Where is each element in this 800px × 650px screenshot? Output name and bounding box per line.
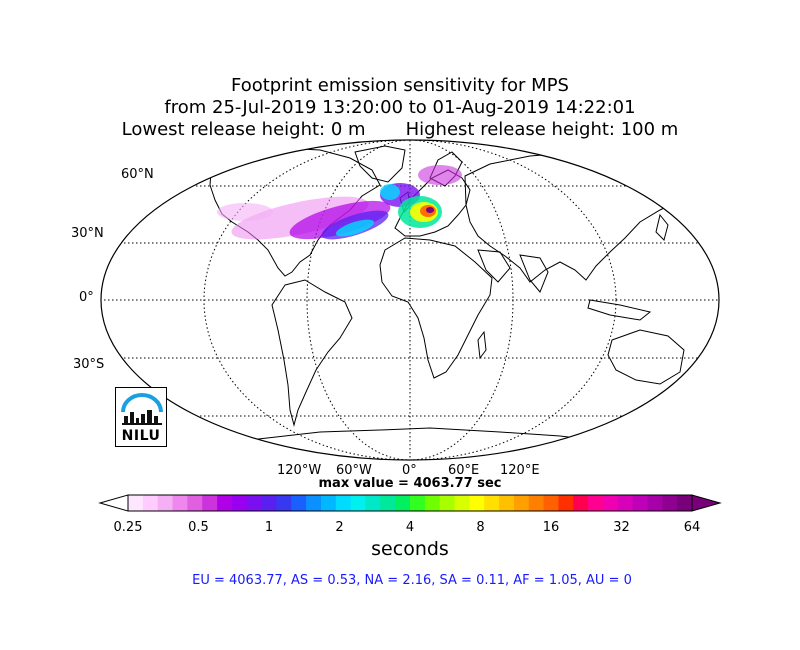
india-outline [519, 254, 549, 293]
colorbar-cell [558, 495, 574, 511]
colorbar-high-extend [691, 494, 722, 512]
colorbar-units: seconds [371, 538, 449, 560]
colorbar-cell [410, 495, 426, 511]
colorbar-cell [662, 495, 678, 511]
colorbar-tick-label: 4 [405, 520, 415, 535]
colorbar-cell [469, 495, 485, 511]
colorbar-cell [424, 495, 441, 511]
colorbar-cell [647, 495, 663, 511]
colorbar-cell [484, 495, 500, 511]
title-line-3: Lowest release height: 0 m Highest relea… [121, 119, 679, 140]
colorbar-cell [306, 495, 322, 511]
scandinavia-outline [429, 151, 463, 187]
japan-outline [655, 213, 669, 241]
lon-label-60e: 60°E [448, 463, 480, 478]
africa-outline [379, 237, 493, 379]
colorbar-cell [217, 495, 233, 511]
colorbar-cell [172, 495, 188, 511]
colorbar-cell [454, 495, 470, 511]
colorbar-tick-label: 2 [335, 520, 344, 535]
colorbar-cell [677, 495, 693, 511]
arabia-outline [477, 249, 511, 283]
region-totals: EU = 4063.77, AS = 0.53, NA = 2.16, SA =… [192, 573, 632, 588]
colorbar-cell [573, 495, 589, 511]
colorbar-tick-label: 8 [476, 520, 485, 535]
title-line-1: Footprint emission sensitivity for MPS [231, 75, 569, 96]
north-america-outline [209, 147, 381, 277]
colorbar-low-extend [98, 494, 129, 512]
colorbar-cell [380, 495, 396, 511]
lon-label-0: 0° [402, 463, 417, 478]
footprint-plume [217, 165, 462, 240]
australia-outline [607, 329, 685, 385]
colorbar-tick-label: 16 [542, 520, 560, 535]
colorbar-cell [350, 495, 366, 511]
colorbar-cell [157, 495, 173, 511]
colorbar-tick-label: 0.25 [113, 520, 143, 535]
colorbar-cell [187, 495, 203, 511]
lat-label-30s: 30°S [73, 357, 105, 372]
colorbar-cell [439, 495, 455, 511]
colorbar-cell [276, 495, 292, 511]
colorbar-tick-label: 64 [683, 520, 701, 535]
nilu-logo: NILU [115, 387, 167, 447]
colorbar-cell [231, 495, 248, 511]
colorbar-cell [528, 495, 544, 511]
title-line-2: from 25-Jul-2019 13:20:00 to 01-Aug-2019… [164, 97, 636, 118]
colorbar-cell [291, 495, 307, 511]
south-america-outline [271, 279, 353, 427]
colorbar-cell [513, 495, 530, 511]
greenland-outline [354, 145, 406, 183]
colorbar-cell [499, 495, 515, 511]
colorbar-cell [202, 495, 218, 511]
colorbar-cell [261, 495, 277, 511]
colorbar-tick-label: 1 [264, 520, 274, 535]
madagascar-outline [477, 330, 487, 360]
colorbar-cell [632, 495, 648, 511]
colorbar-cell [588, 495, 604, 511]
colorbar-tick-label: 0.5 [188, 520, 209, 535]
colorbar-tick-label: 32 [613, 520, 630, 535]
colorbar-cell [365, 495, 381, 511]
lat-label-0: 0° [79, 290, 94, 305]
lat-label-30n: 30°N [71, 226, 104, 241]
colorbar-cell [128, 495, 144, 511]
colorbar-cell [543, 495, 559, 511]
lon-label-60w: 60°W [336, 463, 372, 478]
colorbar-cell [142, 495, 159, 511]
lat-label-60n: 60°N [121, 167, 154, 182]
colorbar-cell [320, 495, 337, 511]
colorbar-cell [602, 495, 619, 511]
lon-label-120w: 120°W [277, 463, 322, 478]
colorbar-cell [395, 495, 411, 511]
indonesia-outline [587, 299, 652, 321]
lon-label-120e: 120°E [500, 463, 540, 478]
logo-text: NILU [121, 428, 161, 444]
colorbar-cell [335, 495, 352, 511]
logo-icon [121, 393, 163, 425]
colorbar-cell [246, 495, 262, 511]
max-value-label: max value = 4063.77 sec [318, 476, 502, 491]
colorbar-cell [617, 495, 634, 511]
